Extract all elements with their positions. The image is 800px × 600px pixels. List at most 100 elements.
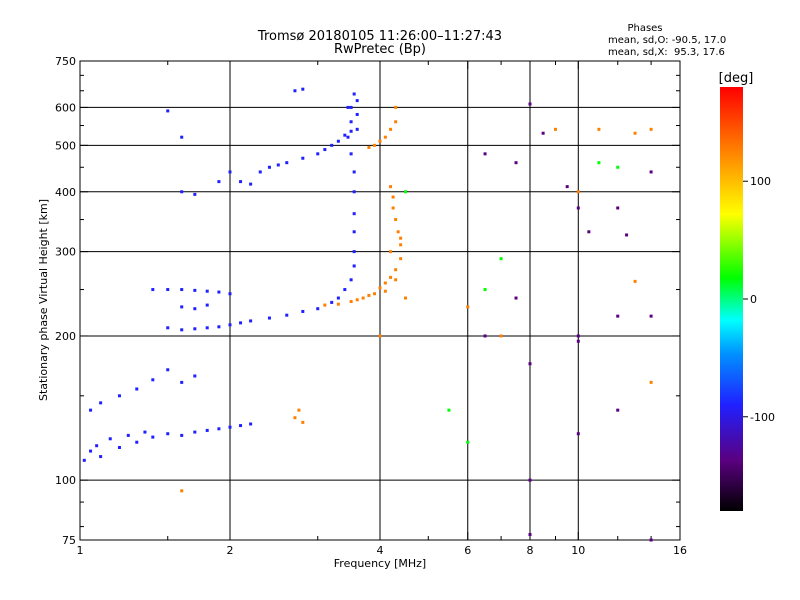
data-point	[330, 300, 334, 304]
data-point	[349, 300, 353, 304]
data-point	[180, 288, 184, 292]
data-point	[394, 120, 398, 124]
data-point	[258, 170, 262, 174]
data-point	[352, 190, 356, 194]
data-point	[193, 288, 197, 292]
data-point	[391, 206, 395, 210]
x-tick-label: 16	[673, 544, 687, 557]
data-point	[285, 161, 289, 165]
data-point	[361, 296, 365, 300]
data-point	[352, 92, 356, 96]
data-point	[151, 378, 155, 382]
data-point	[383, 281, 387, 285]
axis-ticks: 1 2 4 6 8 10 16 75 100 200 300 400 500 600 750	[55, 55, 687, 557]
data-point	[483, 288, 487, 292]
data-point	[343, 288, 347, 292]
data-point	[217, 180, 221, 184]
data-point	[373, 143, 377, 147]
data-point	[301, 420, 305, 424]
data-point	[576, 339, 580, 343]
data-point	[649, 314, 653, 318]
y-tick-label: 500	[55, 139, 76, 152]
data-point	[389, 250, 393, 254]
data-point	[180, 328, 184, 332]
data-points	[82, 87, 653, 542]
data-point	[293, 416, 297, 420]
data-point	[135, 387, 139, 391]
data-point	[267, 316, 271, 320]
x-tick-label: 1	[77, 544, 84, 557]
data-point	[166, 432, 170, 436]
data-point	[389, 185, 393, 189]
data-point	[616, 206, 620, 210]
data-point	[625, 233, 629, 237]
data-point	[180, 380, 184, 384]
data-point	[649, 170, 653, 174]
data-point	[343, 133, 347, 137]
data-point	[352, 264, 356, 268]
data-point	[483, 334, 487, 338]
data-point	[633, 131, 637, 135]
stats-heading: Phases	[627, 23, 662, 34]
data-point	[541, 131, 545, 135]
data-point	[336, 302, 340, 306]
data-point	[301, 156, 305, 160]
y-tick-label: 750	[55, 55, 76, 68]
data-point	[249, 319, 253, 323]
data-point	[126, 433, 130, 437]
data-point	[151, 288, 155, 292]
data-point	[82, 458, 86, 462]
data-point	[95, 444, 99, 448]
data-point	[151, 435, 155, 439]
data-point	[378, 334, 382, 338]
data-point	[205, 326, 209, 330]
x-tick-label: 2	[227, 544, 234, 557]
data-point	[217, 290, 221, 294]
x-tick-label: 8	[527, 544, 534, 557]
colorbar-ticks: 100 0 -100	[743, 175, 775, 424]
data-point	[228, 425, 232, 429]
data-point	[205, 289, 209, 293]
x-tick-label: 10	[571, 544, 585, 557]
data-point	[349, 152, 353, 156]
data-point	[394, 268, 398, 272]
data-point	[228, 170, 232, 174]
colorbar-tick-label: 100	[750, 175, 771, 188]
data-point	[367, 145, 371, 149]
data-point	[394, 105, 398, 109]
data-point	[346, 135, 350, 139]
data-point	[193, 192, 197, 196]
data-point	[399, 236, 403, 240]
data-point	[394, 278, 398, 282]
data-point	[180, 135, 184, 139]
data-point	[346, 105, 350, 109]
data-point	[205, 303, 209, 307]
data-point	[117, 394, 121, 398]
data-point	[249, 182, 253, 186]
data-point	[616, 165, 620, 169]
data-point	[228, 323, 232, 327]
y-tick-label: 300	[55, 246, 76, 259]
data-point	[193, 307, 197, 311]
data-point	[576, 334, 580, 338]
data-point	[89, 449, 93, 453]
stats-line-x: mean, sd,X: 95.3, 17.6	[608, 47, 725, 58]
x-tick-label: 4	[377, 544, 384, 557]
data-point	[499, 334, 503, 338]
data-point	[336, 139, 340, 143]
data-point	[349, 129, 353, 133]
data-point	[166, 368, 170, 372]
data-point	[355, 298, 359, 302]
data-point	[514, 161, 518, 165]
data-point	[576, 190, 580, 194]
data-point	[528, 102, 532, 106]
data-point	[323, 148, 327, 152]
data-point	[285, 313, 289, 317]
data-point	[239, 180, 243, 184]
data-point	[323, 303, 327, 307]
data-point	[301, 309, 305, 313]
data-point	[528, 478, 532, 482]
data-point	[293, 89, 297, 93]
y-axis-label: Stationary phase Virtual Height [km]	[37, 199, 50, 401]
